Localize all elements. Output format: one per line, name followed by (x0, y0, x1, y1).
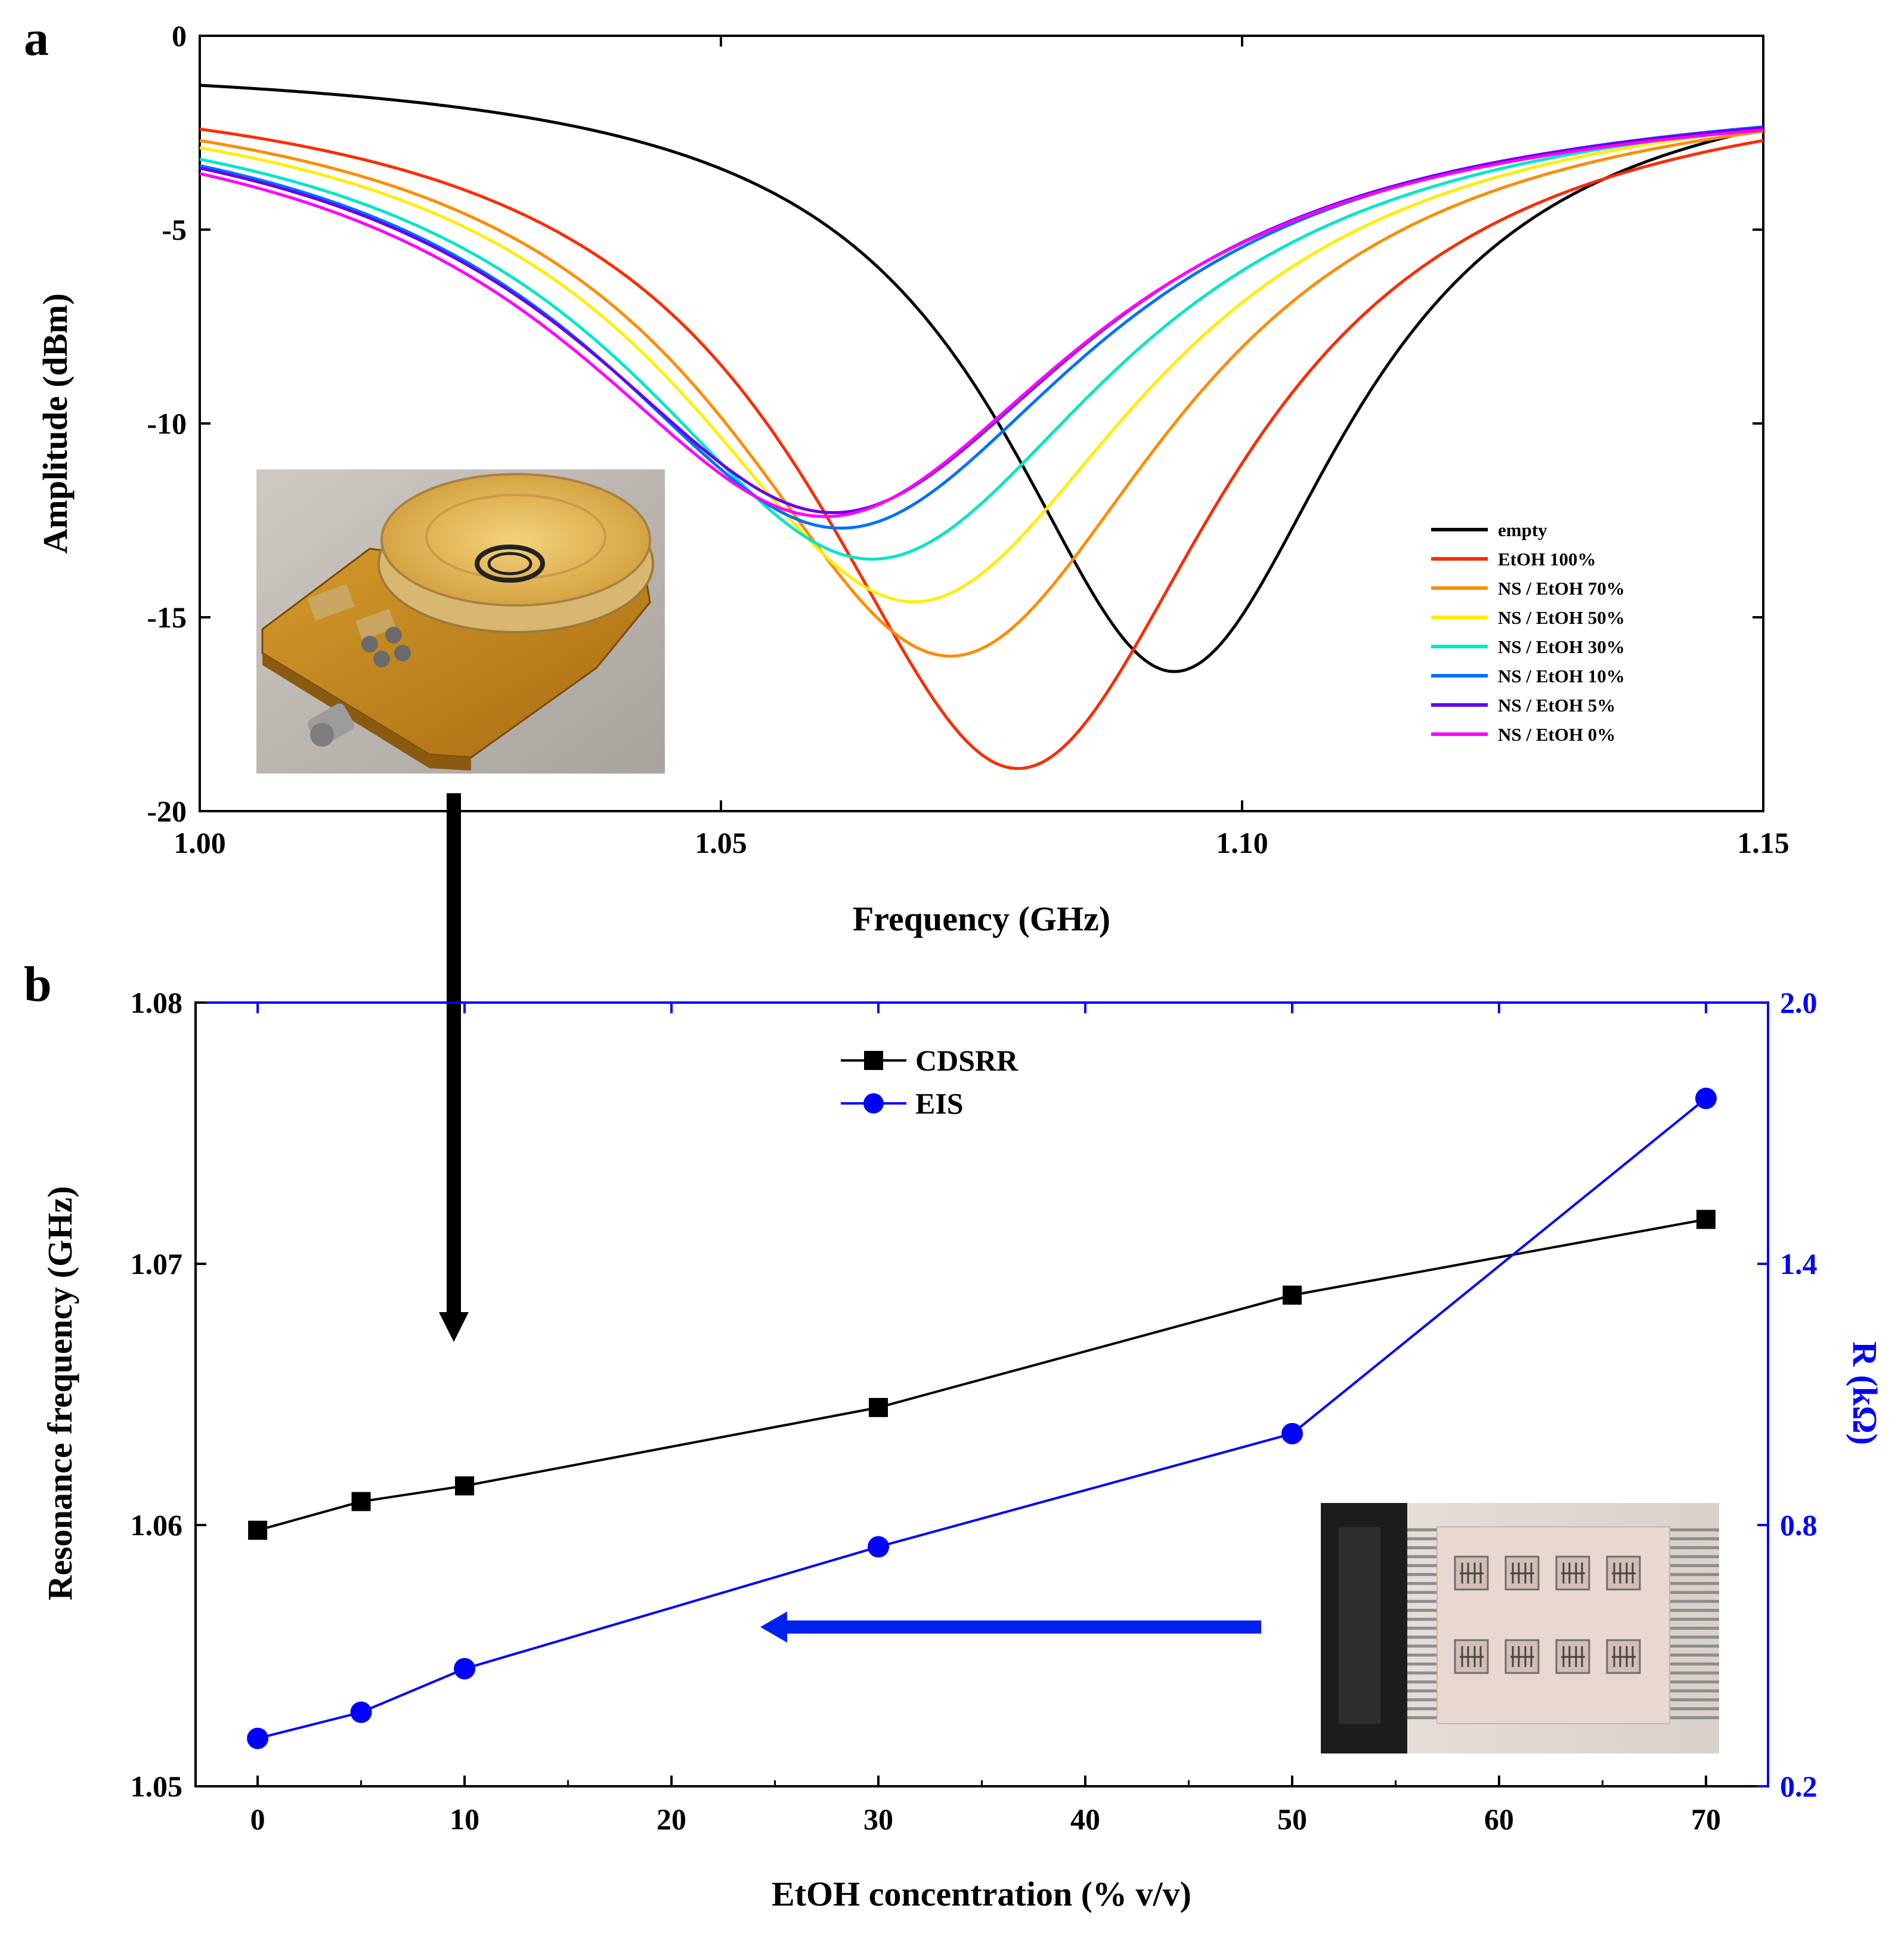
x-tick-label: 1.10 (1216, 826, 1268, 859)
data-point-cdsrr (1282, 1285, 1302, 1305)
y-tick-label: -15 (147, 601, 187, 634)
y-tick-label: -20 (147, 794, 187, 828)
data-point-cdsrr (248, 1520, 268, 1540)
series-line-etoh-100- (199, 127, 1764, 771)
panel-a-y-axis-title: Amplitude (dBm) (36, 293, 75, 554)
panel-b-label: b (24, 957, 52, 1012)
panel-b-right-y-axis-title: R (kΩ) (1846, 1341, 1884, 1445)
data-point-eis (1281, 1422, 1303, 1445)
electrode-finger (1612, 1563, 1636, 1583)
x-tick-label: 30 (863, 1802, 893, 1836)
series-line-ns-etoh-50- (199, 126, 1764, 604)
panel-a-legend: empty EtOH 100% NS / EtOH 70% NS / EtOH 50%… (1431, 519, 1625, 745)
legend-label: NS / EtOH 10% (1498, 666, 1625, 686)
panel-b-right-y-ticks: 0.2 0.8 1.4 2.0 (1757, 986, 1818, 1803)
legend-label: empty (1498, 519, 1547, 540)
electrode-finger (1561, 1646, 1585, 1667)
y-tick-label: 1.06 (131, 1508, 183, 1542)
series-line-cdsrr (257, 1218, 1707, 1532)
black-down-arrow (439, 793, 469, 1342)
y-tick-label: -10 (147, 407, 187, 440)
data-point-eis (247, 1727, 269, 1749)
panel-a-y-ticks: 0 -5 -10 -15 -20 (147, 19, 1763, 828)
x-tick-label: 20 (657, 1802, 686, 1836)
x-tick-label: 0 (250, 1802, 265, 1836)
legend-marker (864, 1051, 883, 1070)
panel-a-x-axis-title: Frequency (GHz) (853, 899, 1110, 938)
series-line-ns-etoh-70- (199, 129, 1764, 658)
legend-label: NS / EtOH 50% (1498, 607, 1625, 628)
legend-label: CDSRR (915, 1044, 1018, 1077)
x-tick-label: 60 (1484, 1802, 1514, 1836)
x-tick-label: 1.15 (1737, 826, 1790, 859)
resonator-sensor-photo (256, 469, 665, 774)
electrode-finger (1460, 1646, 1484, 1667)
panel-a-x-ticks: 1.00 1.05 1.10 1.15 (174, 36, 1790, 859)
panel-b-series (247, 1087, 1717, 1749)
y-right-tick-label: 0.2 (1780, 1770, 1818, 1803)
y-tick-label: -5 (162, 213, 187, 246)
x-tick-label: 50 (1277, 1802, 1307, 1836)
data-point-cdsrr (455, 1476, 475, 1496)
panel-b-legend: CDSRR EIS (841, 1044, 1018, 1120)
x-tick-label: 70 (1691, 1802, 1721, 1836)
electrode-finger (1510, 1646, 1534, 1667)
data-point-cdsrr (351, 1492, 371, 1511)
data-point-cdsrr (1696, 1210, 1716, 1229)
y-right-tick-label: 0.8 (1780, 1508, 1818, 1542)
series-line-ns-etoh-10- (199, 125, 1764, 530)
blue-left-arrow (760, 1612, 1261, 1643)
x-tick-label: 40 (1070, 1802, 1100, 1836)
legend-label: NS / EtOH 5% (1498, 695, 1615, 716)
electrode-finger (1561, 1563, 1585, 1583)
y-tick-label: 1.05 (131, 1770, 183, 1803)
x-tick-label: 10 (450, 1802, 479, 1836)
series-line-eis (257, 1097, 1707, 1740)
series-line-ns-etoh-30- (199, 126, 1764, 561)
data-point-eis (350, 1701, 372, 1723)
legend-label: EIS (915, 1087, 964, 1120)
y-tick-label: 1.08 (131, 986, 183, 1019)
x-tick-label: 1.00 (174, 826, 226, 859)
series-line-ns-etoh-0- (199, 128, 1764, 518)
panel-b-chart: 0 10 20 30 40 50 60 70 1.05 1.06 1.07 1.08 0.2 0.8 1… (41, 986, 1884, 1913)
electrode-array-pins (1407, 1528, 1719, 1719)
series-line-ns-etoh-5- (199, 126, 1764, 514)
series-line-empty (199, 83, 1764, 673)
legend-label: EtOH 100% (1498, 549, 1596, 570)
electrode-array-cells (1454, 1555, 1641, 1674)
panel-b-left-y-ticks: 1.05 1.06 1.07 1.08 (131, 986, 206, 1803)
panel-b-left-y-axis-title: Resonance frequency (GHz) (41, 1186, 79, 1601)
electrode-finger (1510, 1563, 1534, 1583)
panel-a-label: a (24, 11, 49, 66)
data-point-eis (868, 1536, 890, 1558)
x-tick-label: 1.05 (695, 826, 747, 859)
electrode-finger (1612, 1646, 1636, 1667)
panel-a-chart: 1.00 1.05 1.10 1.15 0 -5 -10 -15 -20 Frequency … (36, 19, 1790, 938)
y-tick-label: 0 (172, 19, 187, 52)
legend-marker (863, 1093, 884, 1114)
panel-b-x-axis-title: EtOH concentration (% v/v) (772, 1875, 1191, 1913)
electrode-array-photo (1321, 1503, 1719, 1753)
y-tick-label: 1.07 (131, 1247, 183, 1281)
y-right-tick-label: 1.4 (1780, 1247, 1818, 1281)
legend-label: NS / EtOH 30% (1498, 636, 1625, 657)
electrode-finger (1460, 1563, 1484, 1583)
panel-b-x-ticks: 0 10 20 30 40 50 60 70 (250, 1003, 1721, 1836)
y-right-tick-label: 2.0 (1780, 986, 1818, 1019)
data-point-eis (1695, 1087, 1717, 1109)
data-point-eis (454, 1657, 476, 1680)
data-point-cdsrr (869, 1397, 888, 1417)
legend-label: NS / EtOH 0% (1498, 724, 1615, 745)
legend-label: NS / EtOH 70% (1498, 578, 1625, 599)
panel-a-curves (199, 83, 1764, 771)
